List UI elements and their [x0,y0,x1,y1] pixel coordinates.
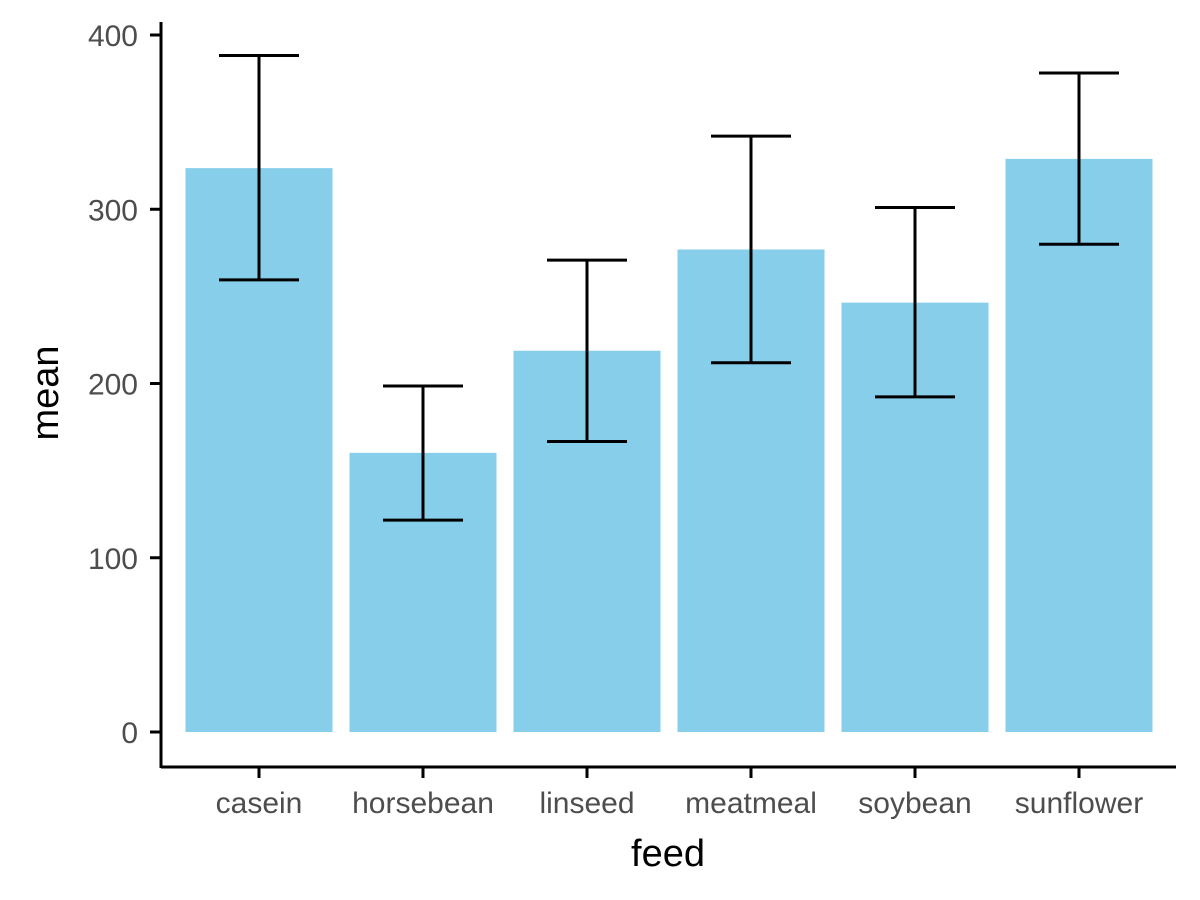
errorbar-horsebean [383,384,463,522]
x-axis: casein horsebean linseed meatmeal soybean sun… [216,768,1143,820]
errorbar-linseed [547,258,627,444]
errorbar-meatmeal [711,134,791,365]
y-axis-title: mean [25,345,67,440]
y-tick-label: 100 [88,543,138,576]
y-tick-label: 0 [121,717,138,750]
x-axis-title: feed [631,833,705,875]
x-tick-label: casein [216,787,303,820]
x-tick-label: soybean [858,787,971,820]
x-tick-label: sunflower [1015,787,1143,820]
bars-layer [185,158,1153,733]
x-tick-label: meatmeal [685,787,817,820]
x-tick-label: linseed [539,787,634,820]
y-tick-label: 400 [88,20,138,53]
bar-sunflower [1005,158,1153,733]
errorbar-sunflower [1039,71,1119,246]
errorbars-layer [219,54,1119,522]
y-axis: 0 100 200 300 400 [88,20,161,750]
x-tick-label: horsebean [352,787,494,820]
errorbar-casein [219,54,299,282]
y-tick-label: 300 [88,194,138,227]
errorbar-soybean [875,206,955,399]
y-tick-label: 200 [88,369,138,402]
